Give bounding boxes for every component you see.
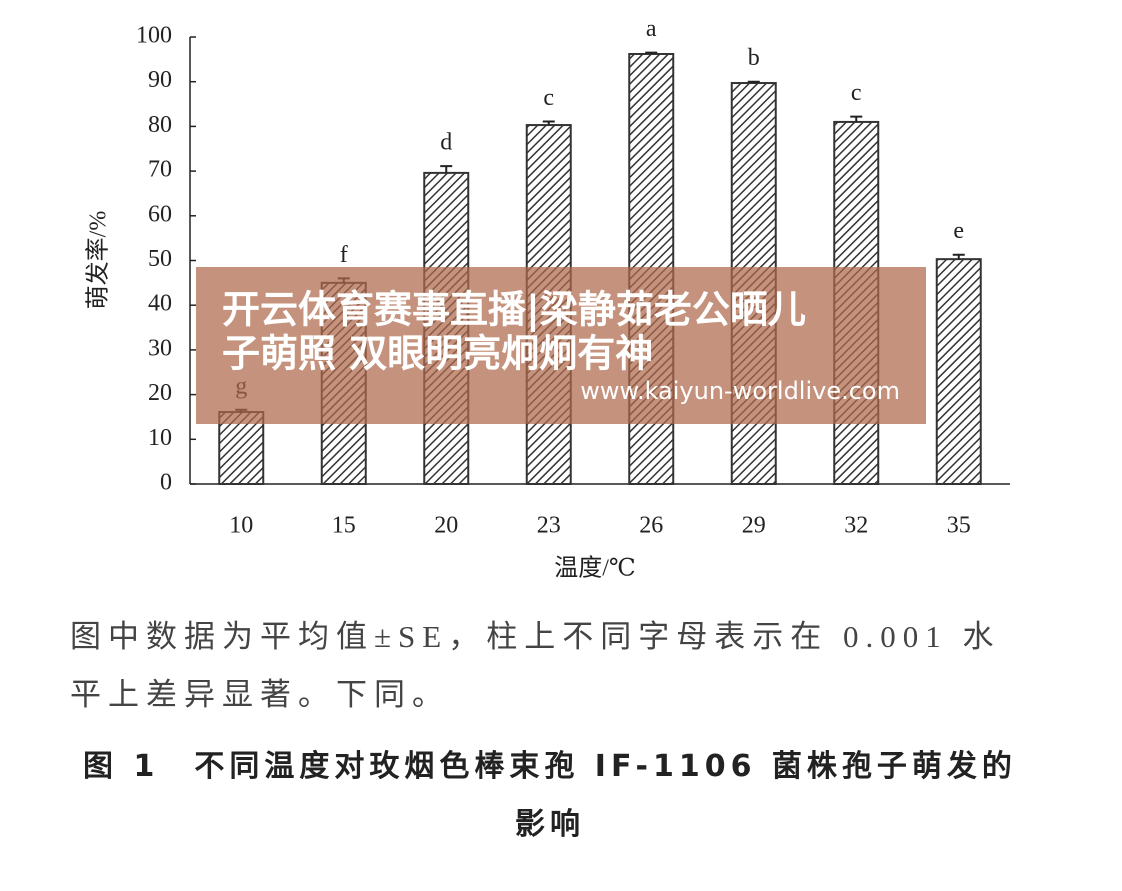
error-bar (747, 80, 760, 84)
y-tick-label: 50 (148, 246, 172, 272)
x-tick-label: 15 (332, 513, 356, 539)
significance-letter: c (851, 80, 862, 106)
y-tick-label: 40 (148, 291, 172, 317)
x-tick-label: 35 (947, 513, 971, 539)
x-tick-label: 26 (639, 513, 663, 539)
significance-letter: a (646, 16, 657, 42)
significance-letter: d (440, 130, 452, 156)
y-tick-label: 90 (148, 67, 172, 93)
watermark-text: 子萌照 双眼明亮炯炯有神 (222, 332, 653, 376)
y-axis-label: 萌发率/% (85, 211, 112, 310)
watermark-banner (196, 267, 926, 424)
error-bar (850, 115, 863, 122)
significance-letter: f (340, 242, 348, 268)
x-tick-label: 20 (434, 513, 458, 539)
significance-letter: c (543, 85, 554, 111)
watermark-url: www.kaiyun-worldlive.com (580, 377, 900, 405)
x-tick-label: 10 (229, 513, 253, 539)
x-axis-label: 温度/℃ (554, 555, 636, 582)
y-tick-label: 100 (136, 23, 172, 49)
chart: 萌发率/% 温度/℃ 010203040506070809010010g15f2… (85, 16, 1010, 582)
watermark-text: 开云体育赛事直播|梁静茹老公晒儿 (222, 288, 806, 333)
bar (935, 258, 982, 485)
y-tick-label: 60 (148, 201, 172, 227)
y-tick-label: 20 (148, 380, 172, 406)
error-bar (645, 51, 658, 54)
x-tick-label: 23 (537, 513, 561, 539)
y-tick-label: 70 (148, 157, 172, 183)
x-tick-label: 29 (742, 513, 766, 539)
error-bar (542, 120, 555, 126)
x-tick-label: 32 (844, 513, 868, 539)
error-bar (952, 253, 965, 260)
y-tick-label: 0 (160, 470, 172, 496)
significance-letter: b (748, 45, 760, 71)
significance-letter: e (953, 218, 964, 244)
y-tick-label: 30 (148, 335, 172, 361)
y-tick-label: 80 (148, 112, 172, 138)
error-bar (440, 165, 453, 173)
bar (218, 411, 265, 485)
figure-note: 图中数据为平均值±SE，柱上不同字母表示在 0.001 水平上差异显著。下同。 (70, 619, 1001, 712)
figure-caption: 图 1 不同温度对玫烟色棒束孢 IF-1106 菌株孢子萌发的影响 (83, 749, 1017, 842)
y-tick-label: 10 (148, 425, 172, 451)
